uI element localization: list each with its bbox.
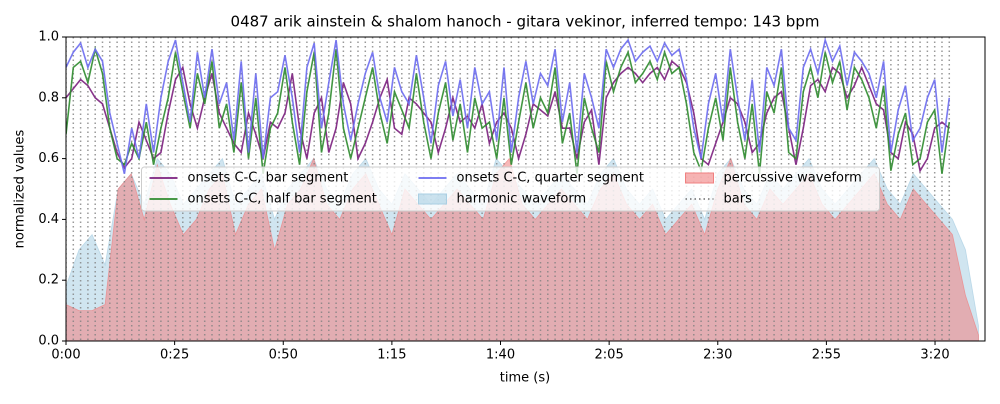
legend-label: onsets C-C, half bar segment	[188, 192, 377, 207]
series-line	[66, 60, 950, 173]
legend: onsets C-C, bar segment onsets C-C, half …	[141, 166, 880, 212]
series-line	[66, 45, 951, 174]
x-tick-label: 2:30	[703, 348, 732, 363]
legend-label: percussive waveform	[724, 171, 862, 186]
x-tick-label: 2:05	[595, 348, 624, 363]
legend-label: harmonic waveform	[457, 192, 587, 207]
series-line	[66, 37, 951, 174]
legend-label: bars	[724, 192, 753, 207]
y-tick-label: 1.0	[38, 30, 59, 45]
x-tick-label: 0:00	[51, 348, 80, 363]
x-tick-label: 2:55	[812, 348, 841, 363]
x-tick-label: 1:40	[486, 348, 515, 363]
x-tick-label: 1:15	[377, 348, 406, 363]
y-tick-label: 0.0	[38, 334, 59, 349]
plot-frame	[65, 36, 986, 342]
x-tick-label: 0:25	[160, 348, 189, 363]
y-tick-label: 0.6	[38, 151, 59, 166]
x-tick-label: 0:50	[269, 348, 298, 363]
x-axis-label: time (s)	[500, 371, 550, 386]
legend-label: onsets C-C, bar segment	[188, 171, 349, 186]
y-tick-label: 0.8	[38, 90, 59, 105]
legend-swatch	[685, 172, 714, 184]
legend-label: onsets C-C, quarter segment	[457, 171, 644, 186]
x-tick-label: 3:20	[920, 348, 949, 363]
y-axis-label: normalized values	[13, 129, 28, 248]
legend-swatch	[418, 193, 447, 205]
chart-title: 0487 arik ainstein & shalom hanoch - git…	[231, 13, 820, 31]
y-tick-label: 0.4	[38, 212, 59, 227]
y-tick-label: 0.2	[38, 273, 59, 288]
